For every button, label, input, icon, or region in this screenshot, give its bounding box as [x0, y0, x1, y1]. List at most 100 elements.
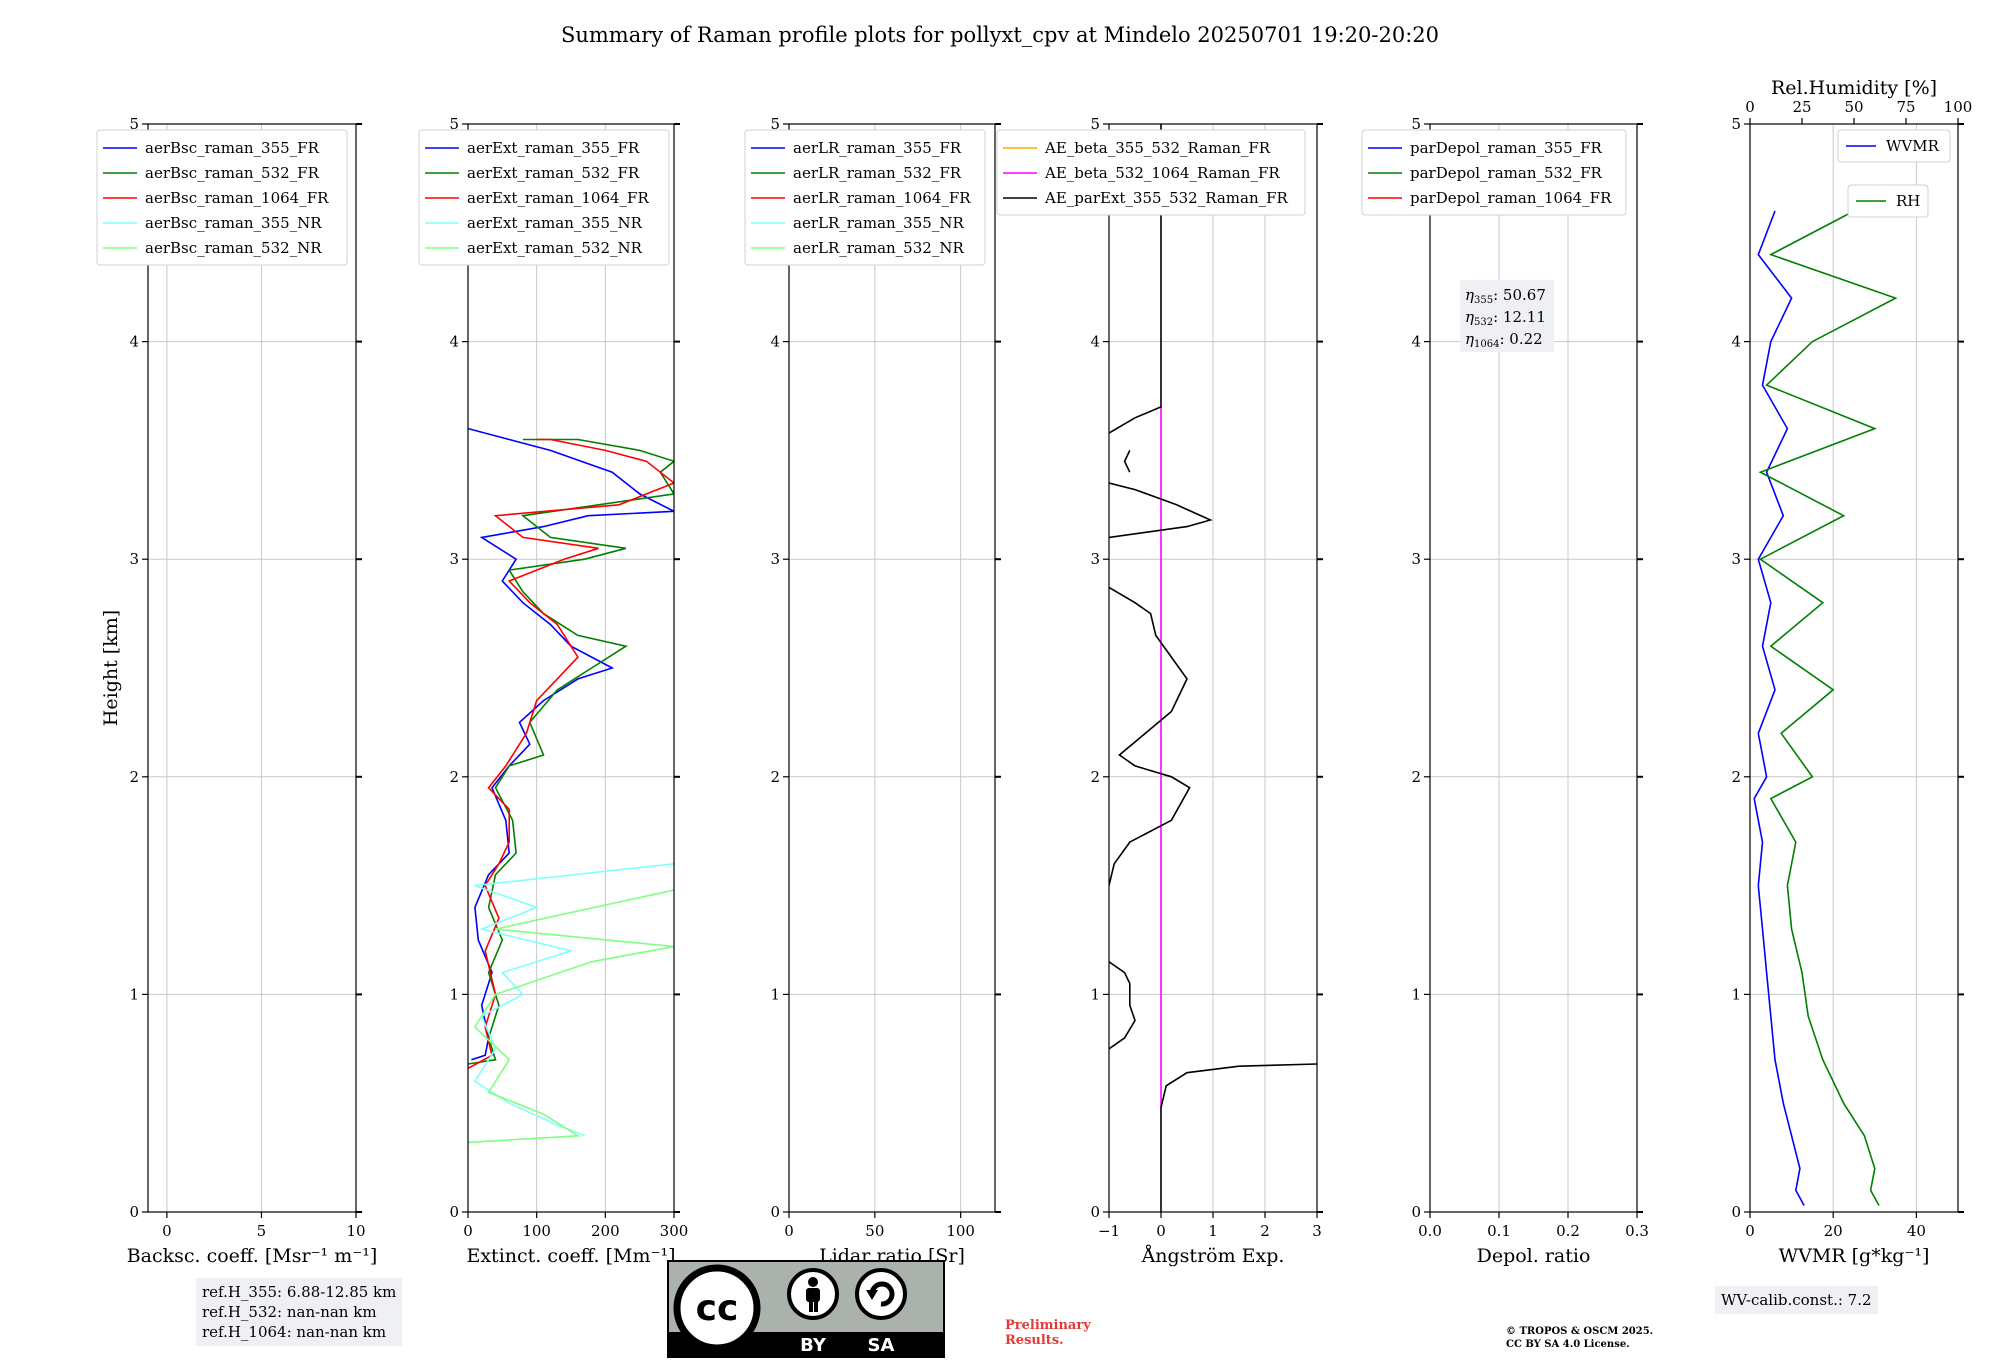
x-tick-label: −1 [1098, 1222, 1120, 1240]
legend-label: aerExt_raman_532_NR [467, 239, 643, 257]
x-tick-label: 0 [1156, 1222, 1166, 1240]
y-tick-label: 1 [1731, 985, 1741, 1003]
y-tick-label: 1 [1411, 985, 1421, 1003]
eta-annotation: η532: 12.11 [1465, 308, 1546, 328]
reference-heights-box: ref.H_355: 6.88-12.85 km ref.H_532: nan-… [196, 1278, 403, 1346]
legend-box [1361, 129, 1627, 216]
x-tick-label: 0.1 [1487, 1222, 1511, 1240]
x-axis-label: Backsc. coeff. [Msr⁻¹ m⁻¹] [127, 1245, 378, 1267]
legend-box [96, 129, 348, 266]
series-line-AE_parExt_355_532_Raman_FR [1109, 586, 1191, 886]
cc-mark: cc [696, 1288, 739, 1329]
y-tick-label: 0 [1090, 1203, 1100, 1221]
series-line-AE_parExt_355_532_Raman_FR [1123, 450, 1131, 473]
copyright-line-2: CC BY SA 4.0 License. [1506, 1339, 1630, 1350]
y-tick-label: 0 [1731, 1203, 1741, 1221]
series-group [468, 427, 674, 1144]
top-axis-tick-label: 25 [1792, 98, 1811, 116]
series-line-WVMR [1753, 210, 1805, 1206]
legend-label: AE_beta_355_532_Raman_FR [1044, 139, 1271, 157]
y-tick-label: 2 [129, 768, 139, 786]
legend-label: aerLR_raman_355_NR [793, 214, 964, 232]
legend-label: parDepol_raman_1064_FR [1410, 189, 1612, 207]
top-axis-tick-label: 75 [1896, 98, 1915, 116]
wv-calibration-constant: WV-calib.const.: 7.2 [1721, 1291, 1872, 1309]
legend-box [996, 129, 1306, 216]
legend-label: aerBsc_raman_1064_FR [145, 189, 329, 207]
series-line-AE_parExt_355_532_Raman_FR [1109, 124, 1162, 434]
x-tick-label: 0.0 [1418, 1222, 1442, 1240]
legend-label: aerLR_raman_532_NR [793, 239, 964, 257]
series-line-AE_parExt_355_532_Raman_FR [1109, 961, 1136, 1050]
series-line-aerExt_raman_355_FR [468, 427, 674, 1061]
ref-height-1064: ref.H_1064: nan-nan km [202, 1323, 387, 1341]
y-tick-label: 5 [1411, 115, 1421, 133]
x-tick-label: 0.3 [1625, 1222, 1649, 1240]
legend-label: AE_parExt_355_532_Raman_FR [1044, 189, 1289, 207]
legend-box [418, 129, 670, 266]
copyright-note: © TROPOS & OSCM 2025. CC BY SA 4.0 Licen… [1506, 1325, 1653, 1351]
eta-annotation: η1064: 0.22 [1465, 330, 1543, 350]
series-line-aerExt_raman_532_FR [468, 438, 674, 1065]
preliminary-results-note: Preliminary Results. [1005, 1318, 1091, 1348]
x-tick-label: 100 [946, 1222, 975, 1240]
eta-annotation: η355: 50.67 [1465, 286, 1546, 306]
legend-label: RH [1896, 192, 1920, 210]
series-line-aerExt_raman_355_NR [473, 863, 674, 1137]
sa-label: SA [868, 1335, 895, 1356]
legend-label: aerBsc_raman_532_NR [145, 239, 322, 257]
x-tick-label: 200 [591, 1222, 620, 1240]
y-tick-label: 1 [449, 985, 459, 1003]
y-tick-label: 5 [1731, 115, 1741, 133]
by-label: BY [800, 1335, 827, 1356]
plot-frame [467, 123, 675, 1213]
panel-bsc: 0 5 10 0 1 2 3 4 5 Backsc. coeff. [Msr⁻¹ m⁻¹] Heig… [96, 115, 378, 1267]
legend-label: aerLR_raman_532_FR [793, 164, 962, 182]
x-tick-label: 0 [1745, 1222, 1755, 1240]
legend-label: aerExt_raman_532_FR [467, 164, 640, 182]
x-tick-label: 0 [162, 1222, 172, 1240]
ref-height-532: ref.H_532: nan-nan km [202, 1303, 377, 1321]
series-line-RH [1758, 210, 1898, 1206]
legend-label: aerExt_raman_355_FR [467, 139, 640, 157]
y-tick-label: 5 [449, 115, 459, 133]
y-tick-label: 2 [1090, 768, 1100, 786]
series-line-AE_parExt_355_532_Raman_FR [1160, 1063, 1317, 1212]
top-axis-tick-label: 50 [1844, 98, 1863, 116]
y-tick-label: 3 [1731, 550, 1741, 568]
panel-ext: 0 100 200 300 0 1 2 3 4 5 Extinct. coeff. [Mm⁻¹] ae… [418, 115, 689, 1267]
plot-frame [788, 123, 996, 1213]
x-tick-label: 5 [257, 1222, 267, 1240]
y-tick-label: 4 [1731, 333, 1741, 351]
legend-label: aerExt_raman_355_NR [467, 214, 643, 232]
series-line-aerExt_raman_1064_FR [468, 438, 674, 1070]
legend-label: aerBsc_raman_532_FR [145, 164, 320, 182]
y-tick-label: 4 [129, 333, 139, 351]
x-tick-label: 50 [865, 1222, 884, 1240]
legend-label: WVMR [1886, 137, 1940, 155]
x-tick-label: 1 [1208, 1222, 1218, 1240]
x-tick-label: 300 [660, 1222, 689, 1240]
cc-by-sa-license-badge: cc BY SA [667, 1260, 945, 1358]
legend-box [744, 129, 986, 266]
y-tick-label: 5 [1090, 115, 1100, 133]
x-tick-label: 20 [1824, 1222, 1843, 1240]
x-tick-label: 3 [1312, 1222, 1322, 1240]
series-group [1753, 210, 1898, 1206]
series-group [1109, 124, 1317, 1212]
y-tick-label: 4 [770, 333, 780, 351]
y-tick-label: 0 [449, 1203, 459, 1221]
y-tick-label: 3 [129, 550, 139, 568]
legend-label: aerExt_raman_1064_FR [467, 189, 649, 207]
x-axis-label: WVMR [g*kg⁻¹] [1779, 1245, 1930, 1267]
wv-calibration-box: WV-calib.const.: 7.2 [1715, 1286, 1878, 1314]
y-tick-label: 0 [1411, 1203, 1421, 1221]
x-tick-label: 0 [463, 1222, 473, 1240]
y-tick-label: 0 [770, 1203, 780, 1221]
plot-frame [1429, 123, 1638, 1213]
legend-box [1837, 129, 1951, 163]
x-tick-label: 0 [784, 1222, 794, 1240]
panel-depol: 0.0 0.1 0.2 0.3 0 1 2 3 4 5 Depol. ratio parDepol_r… [1361, 115, 1649, 1267]
